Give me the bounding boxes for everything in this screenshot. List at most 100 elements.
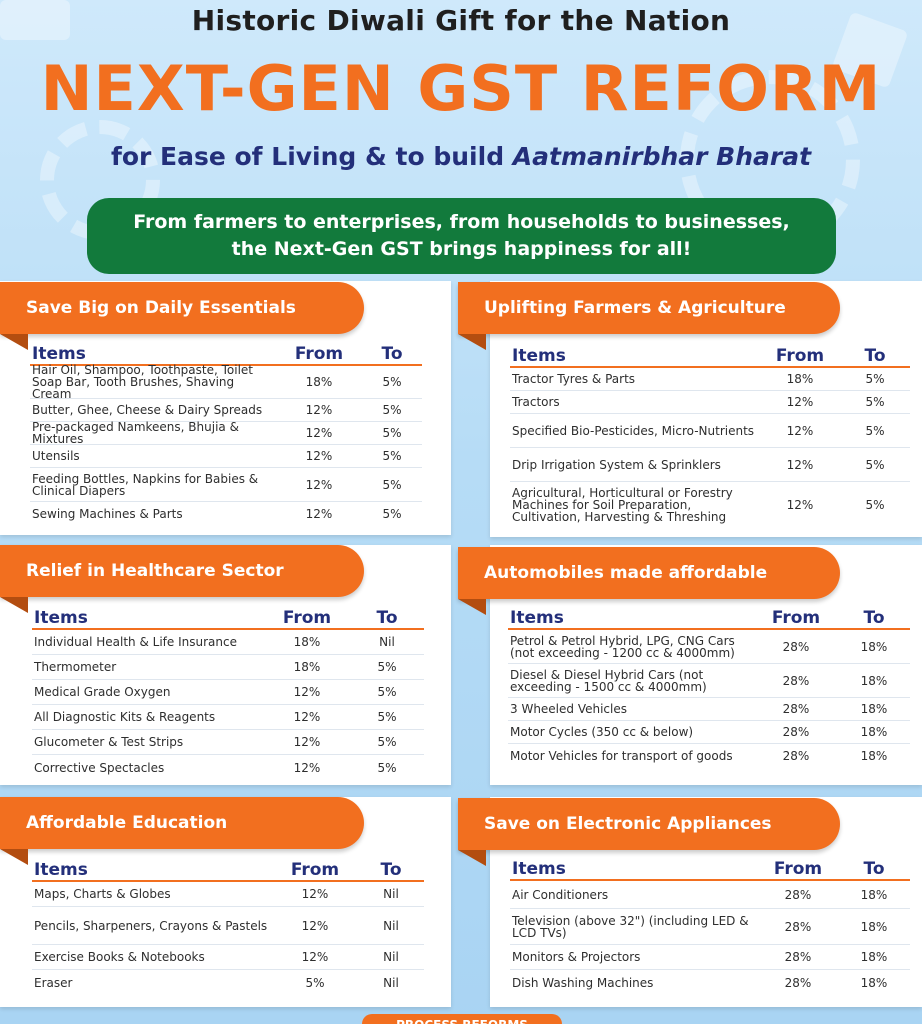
rate-from: 12% [293,710,321,724]
table-row: Feeding Bottles, Napkins for Babies & Cl… [30,468,422,502]
item-name: Air Conditioners [512,887,609,902]
item-name: Butter, Ghee, Cheese & Dairy Spreads [32,403,263,417]
item-name: Exercise Books & Notebooks [34,950,205,964]
section-title: Uplifting Farmers & Agriculture [484,298,786,318]
rate-to: 5% [382,506,402,521]
table-row: Motor Cycles (350 cc & below) 28% 18% [508,721,910,744]
table-header: Items From To [508,604,910,630]
item-name: Individual Health & Life Insurance [34,635,237,649]
background-decoration [0,0,70,40]
item-name: Pencils, Sharpeners, Crayons & Pastels [34,918,268,933]
rate-from: 28% [782,702,810,716]
section-title: Relief in Healthcare Sector [26,561,284,581]
subtitle: for Ease of Living & to build Aatmanirbh… [0,142,922,171]
table-row: Motor Vehicles for transport of goods 28%… [508,744,910,767]
item-name: Glucometer & Test Strips [34,735,184,749]
rate-from: 28% [782,725,810,739]
table-row: Television (above 32") (including LED & … [510,909,910,945]
section-header-daily-essentials: Save Big on Daily Essentials [0,282,364,350]
table-header: Items From To [510,342,910,368]
rate-to: 18% [860,919,888,934]
tagline-banner: From farmers to enterprises, from househ… [87,198,836,274]
rate-from: 12% [301,950,329,964]
table-row: Individual Health & Life Insurance 18% Nil [32,630,424,655]
table-row: Sewing Machines & Parts 12% 5% [30,502,422,525]
item-name: Pre-packaged Namkeens, Bhujia & Mixtures [32,420,239,446]
table-row: Pre-packaged Namkeens, Bhujia & Mixtures… [30,420,422,446]
rate-to: 5% [865,457,885,472]
table-row: Pencils, Sharpeners, Crayons & Pastels 12… [32,907,424,945]
col-to-header: To [380,860,402,880]
section-header-electronics: Save on Electronic Appliances [458,798,840,866]
item-name: Specified Bio-Pesticides, Micro-Nutrient… [512,423,755,438]
table-row: Exercise Books & Notebooks 12% Nil [32,945,424,970]
subtitle-text: for Ease of Living & to build [110,142,513,171]
rate-to: 18% [860,887,888,902]
rate-from: 28% [782,748,810,763]
section-title: Automobiles made affordable [484,563,768,583]
section-header-farmers: Uplifting Farmers & Agriculture [458,282,840,350]
section-header-education: Affordable Education [0,797,364,865]
table-header: Items From To [32,856,424,882]
item-name: Monitors & Projectors [512,950,641,964]
table-daily-essentials: Items From To Hair Oil, Shampoo, Toothpa… [30,340,422,525]
rate-to: 5% [382,426,402,440]
table-farmers: Items From To Tractor Tyres & Parts 18% 5%… [510,342,910,527]
ribbon-fold [0,597,28,613]
rate-to: 18% [860,725,888,739]
item-name: Drip Irrigation System & Sprinklers [512,457,721,472]
item-name: Television (above 32") (including LED & … [512,913,749,940]
col-from-header: From [290,860,340,880]
ribbon-fold [0,849,28,865]
rate-to: 18% [860,950,888,964]
rate-to: 5% [377,735,397,749]
rate-to: Nil [383,950,399,964]
rate-from: 28% [782,639,810,654]
col-items-header: Items [510,608,564,628]
rate-from: 18% [786,372,814,386]
table-row: Drip Irrigation System & Sprinklers 12% 5% [510,448,910,482]
process-reforms-pill: PROCESS REFORMS [362,1014,562,1024]
table-row: Specified Bio-Pesticides, Micro-Nutrient… [510,414,910,448]
col-from-header: From [773,859,823,879]
section-header-healthcare: Relief in Healthcare Sector [0,545,364,613]
col-items-header: Items [34,860,88,880]
item-name: Motor Cycles (350 cc & below) [510,725,694,739]
rate-from: 18% [293,635,321,649]
rate-to: 5% [377,685,397,699]
rate-from: 12% [301,918,329,933]
col-to-header: To [863,859,885,879]
table-row: Glucometer & Test Strips 12% 5% [32,730,424,755]
item-name: Sewing Machines & Parts [32,506,183,521]
rate-to: 18% [860,975,888,990]
rate-from: 28% [784,887,812,902]
ribbon-fold [0,334,28,350]
item-name: Tractors [512,395,560,409]
section-title: Save Big on Daily Essentials [26,298,296,318]
rate-from: 12% [305,403,333,417]
table-row: Dish Washing Machines 28% 18% [510,970,910,995]
item-name: Hair Oil, Shampoo, Toothpaste, Toilet So… [32,363,254,401]
rate-from: 5% [305,975,325,990]
rate-to: 18% [860,673,888,688]
item-name: Agricultural, Horticultural or Forestry … [512,485,733,524]
main-title: NEXT-GEN GST REFORM [40,52,882,125]
rate-from: 12% [293,760,321,775]
rate-from: 12% [301,887,329,901]
col-items-header: Items [512,859,566,879]
section-header-automobiles: Automobiles made affordable [458,547,840,615]
table-automobiles: Items From To Petrol & Petrol Hybrid, LP… [508,604,910,767]
table-row: Thermometer 18% 5% [32,655,424,680]
table-row: Diesel & Diesel Hybrid Cars (not exceedi… [508,664,910,698]
table-row: Monitors & Projectors 28% 18% [510,945,910,970]
rate-to: 5% [382,449,402,463]
rate-to: 5% [382,375,402,389]
item-name: Maps, Charts & Globes [34,887,171,901]
table-row: Corrective Spectacles 12% 5% [32,755,424,780]
item-name: Petrol & Petrol Hybrid, LPG, CNG Cars (n… [510,633,735,660]
ribbon-fold [458,850,486,866]
col-items-header: Items [512,346,566,366]
rate-to: 5% [382,403,402,417]
rate-from: 28% [784,919,812,934]
item-name: Motor Vehicles for transport of goods [510,748,733,763]
